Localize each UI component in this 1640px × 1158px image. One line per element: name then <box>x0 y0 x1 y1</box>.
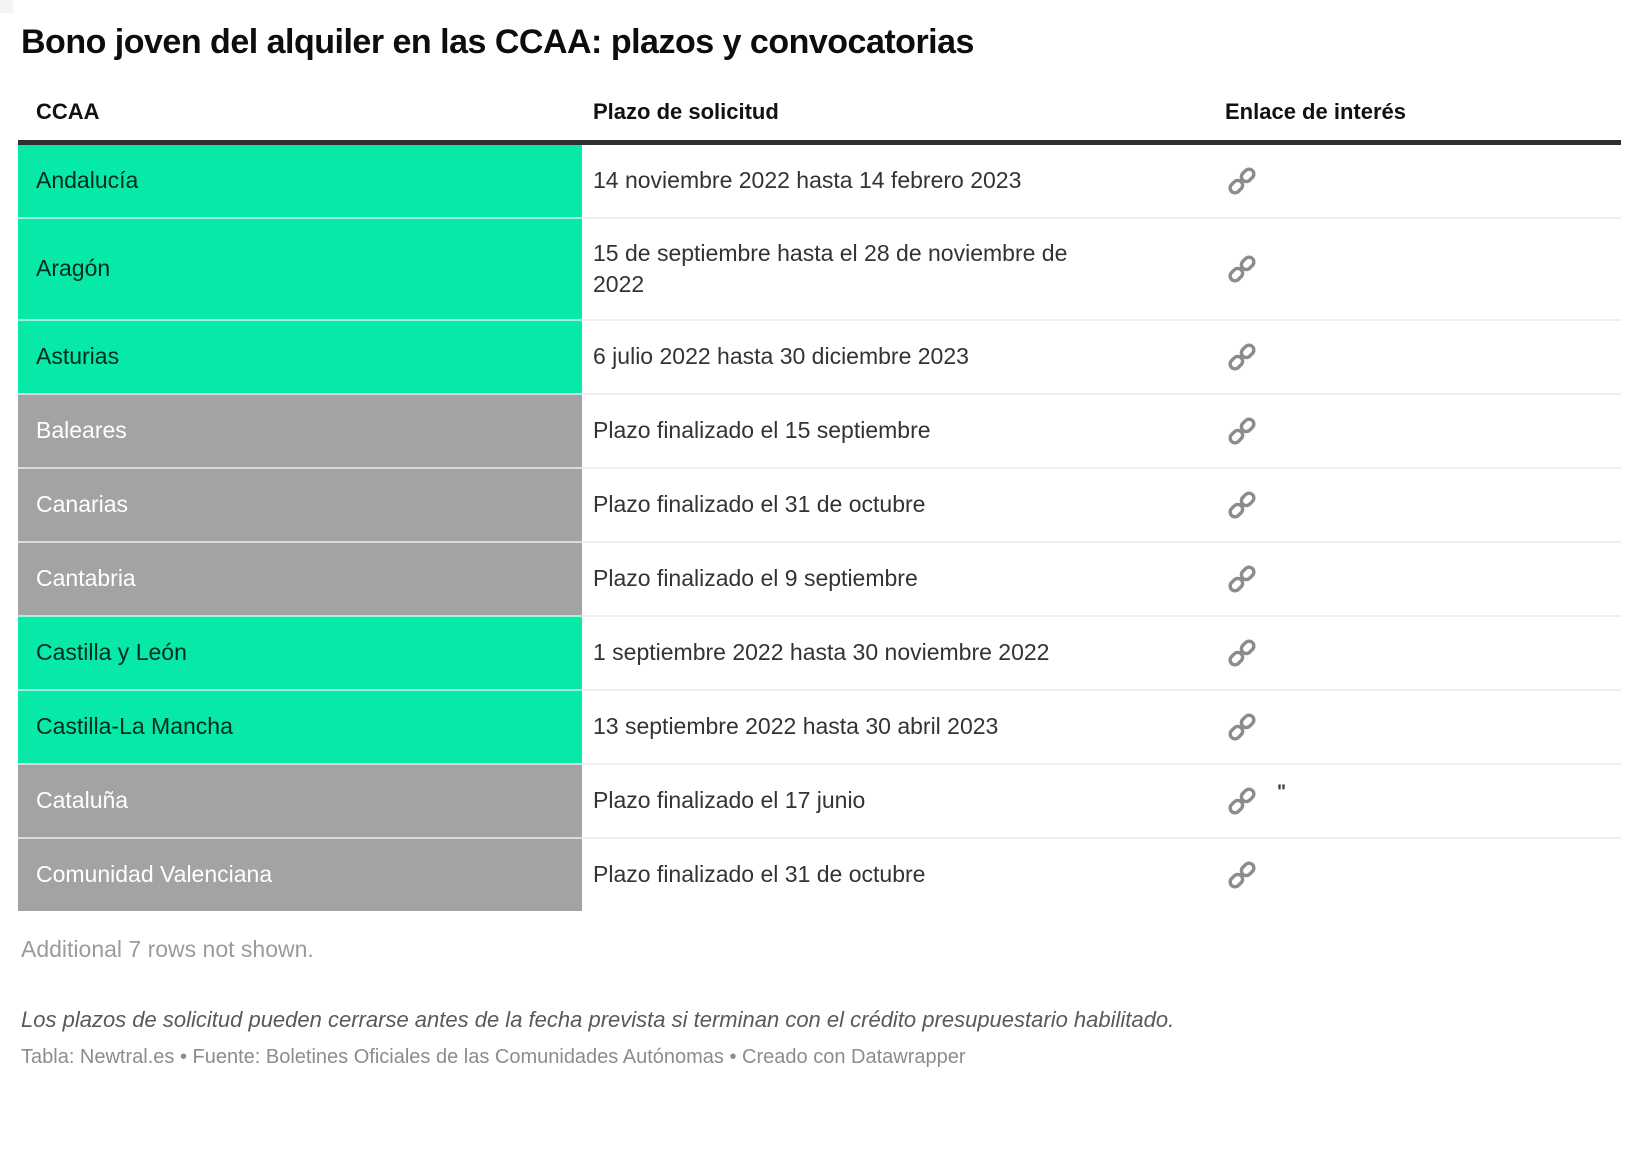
plazo-cell: Plazo finalizado el 17 junio <box>582 763 1225 839</box>
plazo-cell: Plazo finalizado el 31 de octubre <box>582 467 1225 543</box>
ccaa-table: CCAA Plazo de solicitud Enlace de interé… <box>18 98 1621 911</box>
link-wrap <box>1225 252 1621 286</box>
plazo-text: 15 de septiembre hasta el 28 de noviembr… <box>593 239 1068 297</box>
link-cell <box>1225 689 1621 765</box>
plazo-text: 13 septiembre 2022 hasta 30 abril 2023 <box>593 713 999 740</box>
table-body: Andalucía 14 noviembre 2022 hasta 14 feb… <box>18 142 1621 911</box>
corner-artifact <box>0 0 13 13</box>
link-icon[interactable] <box>1225 252 1259 286</box>
table-row: Castilla y León 1 septiembre 2022 hasta … <box>18 615 1621 691</box>
table-row: Baleares Plazo finalizado el 15 septiemb… <box>18 393 1621 469</box>
ccaa-cell: Comunidad Valenciana <box>18 837 582 911</box>
footnote: Los plazos de solicitud pueden cerrarse … <box>21 1006 1175 1032</box>
plazo-cell: Plazo finalizado el 31 de octubre <box>582 838 1225 911</box>
link-cell <box>1225 541 1621 617</box>
plazo-cell: Plazo finalizado el 15 septiembre <box>582 393 1225 469</box>
ccaa-cell: Baleares <box>18 393 582 469</box>
link-cell <box>1225 838 1621 911</box>
table-row: Cantabria Plazo finalizado el 9 septiemb… <box>18 541 1621 617</box>
table-row: Castilla-La Mancha 13 septiembre 2022 ha… <box>18 689 1621 765</box>
ccaa-label: Cantabria <box>36 565 136 592</box>
link-icon[interactable] <box>1225 784 1259 818</box>
ccaa-cell: Andalucía <box>18 142 582 219</box>
ccaa-cell: Canarias <box>18 467 582 543</box>
plazo-text: Plazo finalizado el 15 septiembre <box>593 417 931 444</box>
link-cell: " <box>1225 763 1621 839</box>
table-row: Andalucía 14 noviembre 2022 hasta 14 feb… <box>18 142 1621 219</box>
table-row: Cataluña Plazo finalizado el 17 junio " <box>18 763 1621 839</box>
link-cell <box>1225 142 1621 219</box>
plazo-text: Plazo finalizado el 31 de octubre <box>593 861 926 888</box>
link-cell <box>1225 393 1621 469</box>
column-header-plazo: Plazo de solicitud <box>582 98 1225 145</box>
table-row: Aragón 15 de septiembre hasta el 28 de n… <box>18 217 1621 321</box>
ccaa-label: Asturias <box>36 343 120 370</box>
ccaa-label: Baleares <box>36 417 127 444</box>
header-row: CCAA Plazo de solicitud Enlace de interé… <box>18 98 1621 145</box>
plazo-text: Plazo finalizado el 31 de octubre <box>593 491 926 518</box>
ccaa-cell: Cataluña <box>18 763 582 839</box>
ccaa-cell: Aragón <box>18 217 582 321</box>
link-wrap <box>1225 636 1621 670</box>
table-header: CCAA Plazo de solicitud Enlace de interé… <box>18 98 1621 145</box>
link-wrap <box>1225 710 1621 744</box>
table-row: Comunidad Valenciana Plazo finalizado el… <box>18 837 1621 911</box>
link-wrap <box>1225 488 1621 522</box>
plazo-cell: Plazo finalizado el 9 septiembre <box>582 541 1225 617</box>
link-cell <box>1225 615 1621 691</box>
link-icon[interactable] <box>1225 414 1259 448</box>
plazo-text: 6 julio 2022 hasta 30 diciembre 2023 <box>593 343 969 370</box>
link-icon[interactable] <box>1225 710 1259 744</box>
additional-rows-note: Additional 7 rows not shown. <box>21 935 314 962</box>
link-icon[interactable] <box>1225 562 1259 596</box>
link-wrap <box>1225 414 1621 448</box>
plazo-text: Plazo finalizado el 17 junio <box>593 787 866 814</box>
column-header-enlace: Enlace de interés <box>1225 98 1621 145</box>
link-icon[interactable] <box>1225 858 1259 892</box>
plazo-cell: 1 septiembre 2022 hasta 30 noviembre 202… <box>582 615 1225 691</box>
link-cell <box>1225 217 1621 321</box>
column-header-ccaa: CCAA <box>18 98 582 145</box>
ccaa-cell: Castilla y León <box>18 615 582 691</box>
ccaa-cell: Asturias <box>18 319 582 395</box>
link-wrap <box>1225 164 1621 198</box>
plazo-cell: 13 septiembre 2022 hasta 30 abril 2023 <box>582 689 1225 765</box>
link-wrap <box>1225 562 1621 596</box>
table-row: Asturias 6 julio 2022 hasta 30 diciembre… <box>18 319 1621 395</box>
link-icon[interactable] <box>1225 636 1259 670</box>
ccaa-label: Cataluña <box>36 787 129 814</box>
source-attribution: Tabla: Newtral.es • Fuente: Boletines Of… <box>21 1045 966 1068</box>
plazo-text: 1 septiembre 2022 hasta 30 noviembre 202… <box>593 639 1050 666</box>
link-cell <box>1225 467 1621 543</box>
link-suffix-text: " <box>1277 781 1287 803</box>
plazo-cell: 14 noviembre 2022 hasta 14 febrero 2023 <box>582 142 1225 219</box>
link-wrap <box>1225 340 1621 374</box>
ccaa-label: Canarias <box>36 491 129 518</box>
plazo-cell: 6 julio 2022 hasta 30 diciembre 2023 <box>582 319 1225 395</box>
link-icon[interactable] <box>1225 488 1259 522</box>
ccaa-cell: Castilla-La Mancha <box>18 689 582 765</box>
table-row: Canarias Plazo finalizado el 31 de octub… <box>18 467 1621 543</box>
plazo-text: Plazo finalizado el 9 septiembre <box>593 565 918 592</box>
link-icon[interactable] <box>1225 340 1259 374</box>
ccaa-label: Castilla-La Mancha <box>36 713 233 740</box>
link-wrap: " <box>1225 781 1621 818</box>
link-icon[interactable] <box>1225 164 1259 198</box>
link-wrap <box>1225 858 1621 892</box>
ccaa-label: Comunidad Valenciana <box>36 861 273 888</box>
ccaa-label: Andalucía <box>36 167 139 194</box>
ccaa-label: Castilla y León <box>36 639 187 666</box>
plazo-text: 14 noviembre 2022 hasta 14 febrero 2023 <box>593 167 1022 194</box>
page-title: Bono joven del alquiler en las CCAA: pla… <box>21 23 974 61</box>
ccaa-cell: Cantabria <box>18 541 582 617</box>
link-cell <box>1225 319 1621 395</box>
ccaa-label: Aragón <box>36 255 111 282</box>
plazo-cell: 15 de septiembre hasta el 28 de noviembr… <box>582 217 1225 321</box>
